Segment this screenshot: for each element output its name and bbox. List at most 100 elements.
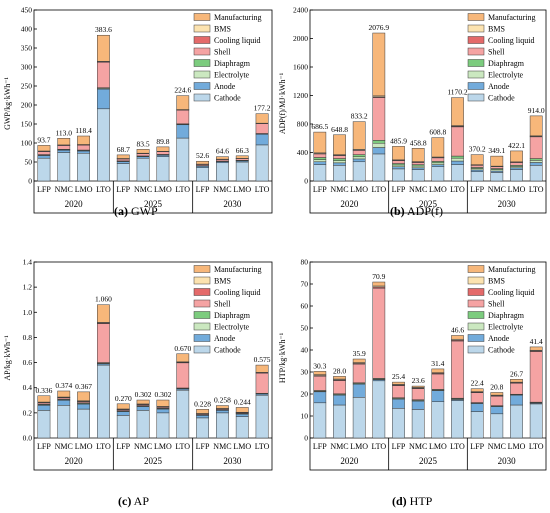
bar-segment-anode: [116, 161, 130, 164]
bar-segment-shell: [77, 144, 90, 151]
bar-segment-shell: [97, 62, 110, 88]
bar-segment-manufacturing: [411, 148, 425, 162]
legend-label: Electrolyte: [214, 71, 250, 80]
x-tick-label: LTO: [371, 442, 386, 451]
bar-total-label: 0.270: [115, 394, 132, 403]
bar-segment-cathode: [116, 415, 130, 439]
legend-label: Cooling liquid: [214, 36, 260, 45]
bar-total-label: 1.060: [95, 295, 112, 304]
bar-segment-anode: [57, 400, 71, 406]
x-tick-label: LMO: [350, 442, 368, 451]
y-axis-label: HTP/kg·kWh⁻¹: [278, 332, 287, 383]
bar-segment-cathode: [216, 412, 229, 439]
bar-segment-cathode: [451, 164, 464, 182]
y-tick-label: 1.4: [23, 258, 33, 267]
bar-segment-anode: [77, 150, 90, 154]
bar-segment-manufacturing: [97, 304, 110, 323]
legend-label: Manufacturing: [488, 265, 536, 274]
bar-segment-shell: [529, 351, 543, 403]
bar-segment-anode: [510, 167, 523, 170]
x-tick-label: LMO: [233, 185, 251, 194]
bar-total-label: 0.367: [75, 382, 92, 391]
legend-swatch: [193, 299, 211, 308]
legend-swatch: [467, 82, 485, 90]
legend-swatch: [467, 93, 485, 102]
legend: Manufacturing BMS Cooling liquid Shell Diaph…: [467, 13, 536, 103]
bar-segment-cathode: [136, 157, 150, 182]
bar-segment-cathode: [255, 395, 269, 439]
legend-swatch: [467, 47, 485, 56]
bar-segment-manufacturing: [431, 368, 445, 373]
legend-label: Cathode: [488, 346, 515, 355]
x-tick-label: LTO: [371, 185, 386, 194]
legend-swatch: [193, 36, 211, 44]
legend-swatch: [193, 70, 211, 79]
bar-segment-electrolyte: [451, 157, 464, 162]
bar-segment-manufacturing: [37, 145, 51, 152]
legend-label: BMS: [214, 277, 231, 286]
bar-segment-cathode: [431, 401, 445, 439]
panel-caption-letter: (b): [390, 204, 405, 218]
x-tick-label: NMC: [213, 185, 231, 194]
bar-segment-cathode: [431, 166, 445, 182]
group-label: 2020: [340, 199, 359, 209]
x-tick-label: LFP: [470, 185, 484, 194]
bar-total-label: 113.0: [55, 128, 72, 137]
legend-swatch: [193, 93, 211, 102]
bar-total-label: 35.9: [353, 349, 366, 358]
x-tick-label: NMC: [134, 185, 152, 194]
bar-segment-shell: [372, 97, 386, 141]
bar-segment-electrolyte: [411, 165, 425, 169]
bar-total-label: 0.575: [254, 355, 271, 364]
group-label: 2025: [144, 199, 163, 209]
y-tick-label: 100: [21, 139, 33, 148]
bar-segment-anode: [156, 408, 170, 414]
bar-segment-manufacturing: [156, 399, 170, 407]
bar-segment-shell: [392, 160, 405, 164]
y-tick-label: 450: [21, 6, 33, 15]
bar-segment-anode: [470, 169, 484, 172]
bar-segment-shell: [411, 162, 425, 165]
bar-segment-cathode: [352, 161, 366, 182]
x-tick-label: LFP: [313, 442, 327, 451]
bar-segment-manufacturing: [372, 32, 386, 97]
x-tick-label: LFP: [37, 442, 51, 451]
bar-segment-electrolyte: [529, 160, 543, 163]
bar-segment-anode: [490, 406, 504, 415]
legend-label: Anode: [488, 334, 510, 343]
bar-segment-manufacturing: [235, 155, 249, 159]
x-tick-label: LFP: [392, 442, 406, 451]
bar-segment-cathode: [372, 153, 386, 182]
bar-segment-shell: [97, 323, 110, 363]
legend-swatch: [467, 59, 485, 67]
bar-segment-shell: [313, 153, 327, 158]
bar-segment-manufacturing: [176, 353, 190, 363]
bar-segment-shell: [431, 157, 445, 162]
legend-label: BMS: [214, 25, 231, 34]
bar-segment-shell: [411, 388, 425, 400]
legend-swatch: [193, 276, 211, 285]
y-tick-label: 0.4: [23, 383, 33, 392]
bar-segment-manufacturing: [333, 134, 346, 155]
bar-segment-shell: [57, 145, 71, 150]
y-axis-label: AP/kg·kWh⁻¹: [3, 335, 12, 381]
bar-segment-manufacturing: [136, 149, 150, 154]
x-tick-label: NMC: [55, 185, 73, 194]
bar-segment-cathode: [352, 397, 366, 439]
y-tick-label: 350: [21, 44, 33, 53]
legend-swatch: [467, 299, 485, 308]
bar-total-label: 20.8: [490, 382, 503, 391]
y-tick-label: 2400: [293, 6, 308, 15]
plot-frame: [33, 261, 273, 471]
bar-segment-shell: [176, 109, 190, 125]
y-tick-label: 400: [21, 25, 33, 34]
bar-segment-cathode: [392, 168, 405, 182]
legend-swatch: [467, 345, 485, 354]
legend-label: BMS: [488, 25, 505, 34]
bar-segment-cathode: [510, 404, 523, 439]
x-tick-label: LMO: [154, 442, 172, 451]
bar-segment-diaphragm: [372, 140, 386, 144]
bar-segment-anode: [411, 167, 425, 170]
